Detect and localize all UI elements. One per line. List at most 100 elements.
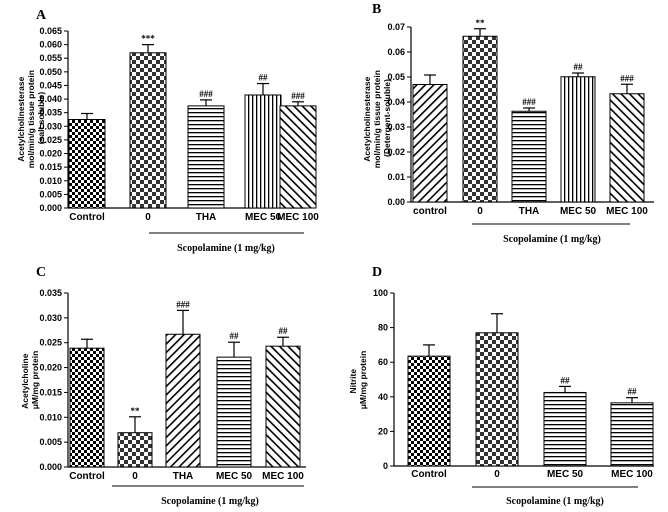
panel-b-bar [462, 35, 498, 203]
panel-a-group-label: Scopolamine (1 mg/kg) [177, 243, 275, 254]
panel-b-category-label: MEC 50 [560, 206, 597, 217]
panel-c-bar [265, 345, 301, 468]
panel-b-y-tick-label: 0.02 [387, 147, 405, 157]
panel-b-y-label-line: Acetylcholinesterase [362, 76, 372, 161]
panel-b-category-label: 0 [477, 206, 483, 217]
panel-a-category-label: Control [69, 212, 105, 223]
panel-d-y-tick-label: 100 [373, 288, 388, 298]
panel-a-category-label: THA [196, 212, 217, 223]
panel-d-bar [610, 402, 654, 467]
panel-a-y-tick-label: 0.020 [39, 149, 62, 159]
panel-b-significance-label: ### [522, 97, 536, 107]
panel-c-y-tick-label: 0.010 [39, 412, 62, 422]
panel-a-y-label-line: mol/min/g tissue protein [26, 70, 36, 168]
panel-b-y-tick-label: 0.05 [387, 72, 405, 82]
panel-c-bar [216, 356, 252, 468]
panel-c: C Acetylcholine μM/mg protein Scopolamin… [20, 265, 306, 507]
panel-a-y-tick-label: 0.010 [39, 176, 62, 186]
panel-c-y-tick-label: 0.015 [39, 387, 62, 397]
panel-c-significance-label: ### [176, 299, 190, 309]
panel-a-y-label-line: Acetylcholinesterase [16, 76, 26, 161]
panel-b-y-tick-label: 0.03 [387, 122, 405, 132]
panel-d-y-label-line: μM/mg protein [358, 351, 368, 410]
panel-b-y-tick-label: 0.04 [387, 97, 405, 107]
panel-b-bar [609, 93, 645, 203]
panel-d-significance-label: ## [628, 387, 638, 397]
panel-d-y-axis-label: Nitrite μM/mg protein [348, 351, 368, 410]
panel-b: B Acetylcholinesterase mol/min/g tissue … [362, 2, 654, 245]
panel-a-letter: A [36, 8, 47, 23]
panel-a-y-tick-label: 0.015 [39, 162, 62, 172]
panel-a-y-tick-label: 0.005 [39, 189, 62, 199]
panel-c-y-label-line: μM/mg protein [30, 351, 40, 410]
panel-a-y-tick-label: 0.030 [39, 121, 62, 131]
panel-d-y-tick-label: 0 [383, 461, 388, 471]
panel-c-y-ticks: 0.000 0.005 0.010 0.015 0.020 0.025 0.030 0.035 [39, 288, 68, 472]
panel-a-y-axis-label: Acetylcholinesterase mol/min/g tissue pr… [16, 68, 46, 169]
panel-d-category-label: Control [411, 469, 447, 480]
panel-a-significance-label: ## [259, 73, 269, 83]
panel-b-bar [412, 84, 448, 203]
panel-a-y-tick-label: 0.035 [39, 108, 62, 118]
panel-a-y-tick-label: 0.025 [39, 135, 62, 145]
panel-c-significance-label: ## [230, 331, 240, 341]
panel-c-letter: C [36, 265, 46, 280]
panel-a-y-tick-label: 0.065 [39, 26, 62, 36]
panel-b-bar [511, 110, 547, 203]
panel-d-bar [543, 391, 587, 467]
panel-d-category-label: MEC 100 [611, 469, 653, 480]
panel-b-significance-label: ** [476, 18, 486, 28]
panel-a-bar [129, 52, 167, 209]
panel-a-significance-label: *** [141, 34, 155, 44]
panel-c-y-tick-label: 0.000 [39, 462, 62, 472]
panel-c-group-label: Scopolamine (1 mg/kg) [161, 496, 259, 507]
panel-c-y-tick-label: 0.020 [39, 363, 62, 373]
panel-d-bars: Control 0 ## MEC 50 ## MEC 100 [407, 313, 654, 480]
panel-a-bar [244, 94, 282, 209]
panel-d-bar [475, 332, 519, 467]
panel-c-bar [165, 333, 201, 468]
panel-a-y-tick-label: 0.055 [39, 53, 62, 63]
panel-d-category-label: 0 [494, 469, 500, 480]
panel-b-letter: B [372, 2, 381, 17]
panel-d-category-label: MEC 50 [547, 469, 584, 480]
panel-a-bar [68, 119, 106, 209]
panel-d: D Nitrite μM/mg protein Scopolamine (1 m… [348, 265, 654, 507]
panel-a-y-tick-label: 0.040 [39, 94, 62, 104]
panel-c-y-tick-label: 0.030 [39, 313, 62, 323]
panel-c-category-label: MEC 50 [216, 471, 253, 482]
panel-c-category-label: THA [173, 471, 194, 482]
panel-a-y-ticks: 0.000 0.005 0.010 0.015 0.020 0.025 0.030 0.035… [39, 26, 68, 213]
panel-a: A Acetylcholinesterase mol/min/g tissue … [16, 8, 319, 254]
panel-d-y-tick-label: 20 [378, 426, 388, 436]
panel-b-bars: control ** 0 ### THA ## MEC 50 ### MEC 100 [412, 18, 648, 217]
panel-b-y-tick-label: 0.01 [387, 172, 405, 182]
panel-c-bar [117, 432, 153, 468]
panel-c-y-axis-label: Acetylcholine μM/mg protein [20, 351, 40, 410]
panel-d-letter: D [372, 265, 382, 280]
panel-a-bar [279, 105, 317, 209]
panel-c-significance-label: ## [279, 326, 289, 336]
panel-b-y-label-line: mol/min/g tissue protein [372, 70, 382, 168]
panel-b-bar [560, 76, 596, 203]
panel-c-significance-label: ** [131, 406, 141, 416]
panel-b-significance-label: ### [620, 73, 634, 83]
panel-a-significance-label: ### [291, 91, 305, 101]
panel-b-category-label: THA [519, 206, 540, 217]
panel-c-bars: Control ** 0 ### THA ## MEC 50 ## MEC 100 [69, 299, 304, 482]
panel-a-category-label: MEC 50 [245, 212, 282, 223]
panel-d-y-tick-label: 80 [378, 323, 388, 333]
panel-b-group-label: Scopolamine (1 mg/kg) [503, 234, 601, 245]
panel-b-category-label: control [413, 206, 447, 217]
panel-d-y-tick-label: 40 [378, 392, 388, 402]
panel-b-y-tick-label: 0.07 [387, 22, 405, 32]
panel-a-y-tick-label: 0.045 [39, 80, 62, 90]
panel-b-y-tick-label: 0.06 [387, 47, 405, 57]
panel-c-category-label: 0 [132, 471, 138, 482]
panel-c-y-tick-label: 0.035 [39, 288, 62, 298]
panel-c-category-label: Control [69, 471, 105, 482]
panel-d-y-label-line: Nitrite [348, 369, 358, 394]
panel-c-y-tick-label: 0.025 [39, 338, 62, 348]
panel-d-group-label: Scopolamine (1 mg/kg) [506, 496, 604, 507]
